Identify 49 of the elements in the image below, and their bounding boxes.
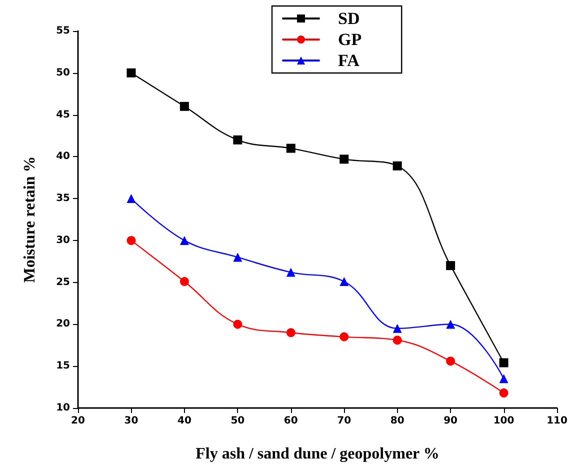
point	[126, 194, 136, 204]
x-tick-label: 70	[337, 416, 352, 426]
point	[499, 374, 508, 384]
legend-label: GP	[338, 30, 362, 49]
point	[286, 144, 296, 153]
y-tick-label: 50	[56, 67, 70, 78]
point	[392, 336, 402, 345]
point	[180, 102, 189, 111]
y-tick-label: 45	[56, 109, 70, 120]
y-tick-label: 30	[56, 234, 70, 246]
point	[286, 268, 296, 277]
y-tick-label: 15	[56, 360, 70, 372]
legend-label: FA	[338, 51, 360, 70]
point	[446, 320, 456, 329]
point	[499, 388, 508, 398]
point	[233, 320, 242, 329]
y-tick-label: 20	[56, 318, 70, 330]
point	[126, 236, 136, 245]
point	[233, 252, 242, 262]
x-tick-label: 40	[177, 416, 192, 426]
point	[392, 324, 402, 333]
x-tick-label: 90	[444, 416, 458, 426]
x-tick-label: 110	[546, 416, 568, 426]
y-tick-label: 25	[56, 276, 70, 288]
point	[233, 135, 242, 144]
x-tick-label: 60	[284, 416, 298, 426]
x-tick-label: 30	[124, 416, 138, 426]
point	[340, 332, 349, 342]
y-tick-label: 35	[56, 193, 70, 204]
point	[340, 154, 349, 164]
legend-label: SD	[338, 9, 360, 28]
point	[180, 277, 189, 286]
x-tick-label: 20	[71, 416, 85, 426]
point	[499, 358, 508, 368]
point	[446, 356, 456, 366]
point	[180, 236, 189, 245]
point	[340, 276, 349, 286]
point	[126, 68, 136, 78]
y-tick-label: 55	[56, 26, 70, 36]
x-axis-title: Fly ash / sand dune / geopolymer %	[196, 446, 440, 462]
x-tick-label: 100	[493, 416, 514, 426]
y-tick-label: 10	[56, 402, 70, 414]
x-tick-label: 50	[230, 416, 245, 426]
y-axis-title: Moisture retain %	[22, 156, 38, 283]
point	[446, 261, 456, 270]
x-tick-label: 80	[390, 416, 404, 426]
point	[392, 161, 402, 170]
point	[286, 328, 296, 338]
y-tick-label: 40	[56, 151, 70, 162]
